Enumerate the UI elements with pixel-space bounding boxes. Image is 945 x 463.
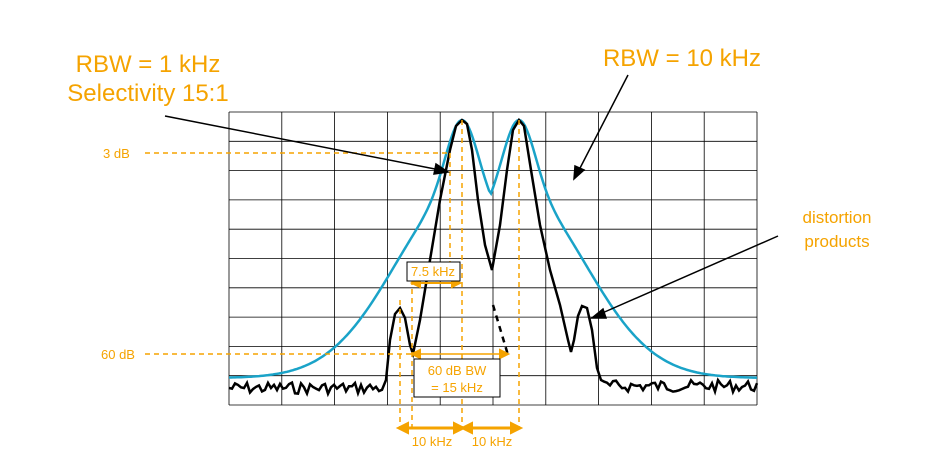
bw-60db-arrowhead-left <box>409 348 421 360</box>
narrow-rbw-dashed-skirt <box>491 304 510 356</box>
bw-60db-label-line2: = 15 kHz <box>431 380 483 395</box>
bw-3db-label: 7.5 kHz <box>411 264 455 279</box>
rbw-wide-title: RBW = 10 kHz <box>603 45 761 72</box>
wide-rbw-pointer <box>577 74 629 173</box>
spacing-left-head-right <box>453 421 467 435</box>
level-3db-label: 3 dB <box>103 146 130 161</box>
callout-arrows <box>164 74 779 319</box>
spacing-left-label: 10 kHz <box>412 434 452 449</box>
bw-60db-arrowhead-right <box>499 348 511 360</box>
bw-60db-label-box <box>413 358 501 398</box>
wide-rbw-curve <box>229 118 758 379</box>
rbw-narrow-selectivity: Selectivity 15:1 <box>67 80 228 107</box>
distortion-pointer-head <box>589 307 608 319</box>
measurement-arrows <box>395 277 524 435</box>
bw-3db-label-box <box>406 261 461 282</box>
distortion-label-line1: distortion <box>803 208 872 227</box>
wide-rbw-pointer-head <box>573 164 586 181</box>
distortion-label-line2: products <box>804 232 869 251</box>
rbw-narrow-title: RBW = 1 kHz <box>76 51 221 78</box>
narrow-rbw-pointer <box>164 115 441 171</box>
spacing-right-head-right <box>510 421 524 435</box>
spacing-right-head-left <box>459 421 473 435</box>
spacing-left-head-left <box>395 421 409 435</box>
narrow-rbw-pointer-head <box>433 162 451 175</box>
bw-60db-label-line1: 60 dB BW <box>428 363 487 378</box>
narrow-rbw-curve <box>228 117 759 398</box>
level-60db-label: 60 dB <box>101 347 135 362</box>
distortion-pointer <box>599 235 779 315</box>
graticule <box>228 111 758 406</box>
spacing-right-label: 10 kHz <box>472 434 512 449</box>
